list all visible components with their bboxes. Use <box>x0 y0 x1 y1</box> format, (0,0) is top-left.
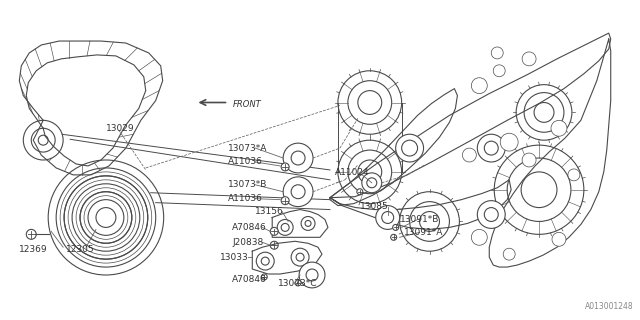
Circle shape <box>295 280 301 286</box>
Text: 12369: 12369 <box>19 245 48 254</box>
Circle shape <box>38 135 48 145</box>
Text: 13091*B: 13091*B <box>399 215 439 224</box>
Text: 13085: 13085 <box>360 202 388 211</box>
Circle shape <box>357 189 363 195</box>
Circle shape <box>503 248 515 260</box>
Circle shape <box>500 133 518 151</box>
Text: A11036: A11036 <box>228 157 263 166</box>
Circle shape <box>283 177 313 207</box>
Circle shape <box>551 120 567 136</box>
Circle shape <box>393 224 399 230</box>
Circle shape <box>305 220 311 227</box>
Text: 13033: 13033 <box>220 253 249 262</box>
Circle shape <box>256 252 274 270</box>
Circle shape <box>283 143 313 173</box>
Text: A11036: A11036 <box>228 194 263 203</box>
Circle shape <box>484 141 498 155</box>
Text: 13091*A: 13091*A <box>404 228 443 237</box>
Circle shape <box>281 163 289 171</box>
Text: J20838: J20838 <box>232 238 264 247</box>
Circle shape <box>281 197 289 204</box>
Text: 13073*B: 13073*B <box>228 180 268 189</box>
Circle shape <box>522 52 536 66</box>
Text: 13156: 13156 <box>255 207 284 216</box>
Text: FRONT: FRONT <box>232 100 261 109</box>
Circle shape <box>362 173 381 193</box>
Circle shape <box>306 269 318 281</box>
Text: 13073*C: 13073*C <box>278 279 317 288</box>
Circle shape <box>396 134 424 162</box>
Circle shape <box>477 201 505 228</box>
Circle shape <box>261 257 269 265</box>
Circle shape <box>402 140 417 156</box>
Circle shape <box>367 178 377 188</box>
Text: 13073*A: 13073*A <box>228 144 268 153</box>
Text: A013001248: A013001248 <box>585 302 634 311</box>
Circle shape <box>296 253 304 261</box>
Circle shape <box>270 241 278 249</box>
Circle shape <box>277 220 293 235</box>
Circle shape <box>376 206 399 229</box>
Circle shape <box>484 208 498 221</box>
Circle shape <box>291 185 305 199</box>
Circle shape <box>281 223 289 231</box>
Circle shape <box>471 78 487 93</box>
Circle shape <box>552 232 566 246</box>
Circle shape <box>23 120 63 160</box>
Circle shape <box>568 169 580 181</box>
Circle shape <box>291 151 305 165</box>
Circle shape <box>462 148 476 162</box>
Circle shape <box>477 134 505 162</box>
Circle shape <box>492 47 503 59</box>
Circle shape <box>291 248 309 266</box>
Circle shape <box>31 128 55 152</box>
Circle shape <box>493 65 505 77</box>
Circle shape <box>301 217 315 230</box>
Circle shape <box>299 262 325 288</box>
Text: 12305: 12305 <box>66 245 95 254</box>
Circle shape <box>471 229 487 245</box>
Text: A70846: A70846 <box>232 223 267 232</box>
Circle shape <box>522 153 536 167</box>
Circle shape <box>261 274 268 280</box>
Circle shape <box>270 228 278 235</box>
Text: 13029: 13029 <box>106 124 134 133</box>
Text: A11024: A11024 <box>335 168 369 177</box>
Circle shape <box>390 234 397 240</box>
Circle shape <box>381 212 394 223</box>
Circle shape <box>26 229 36 239</box>
Text: A70846: A70846 <box>232 276 267 284</box>
